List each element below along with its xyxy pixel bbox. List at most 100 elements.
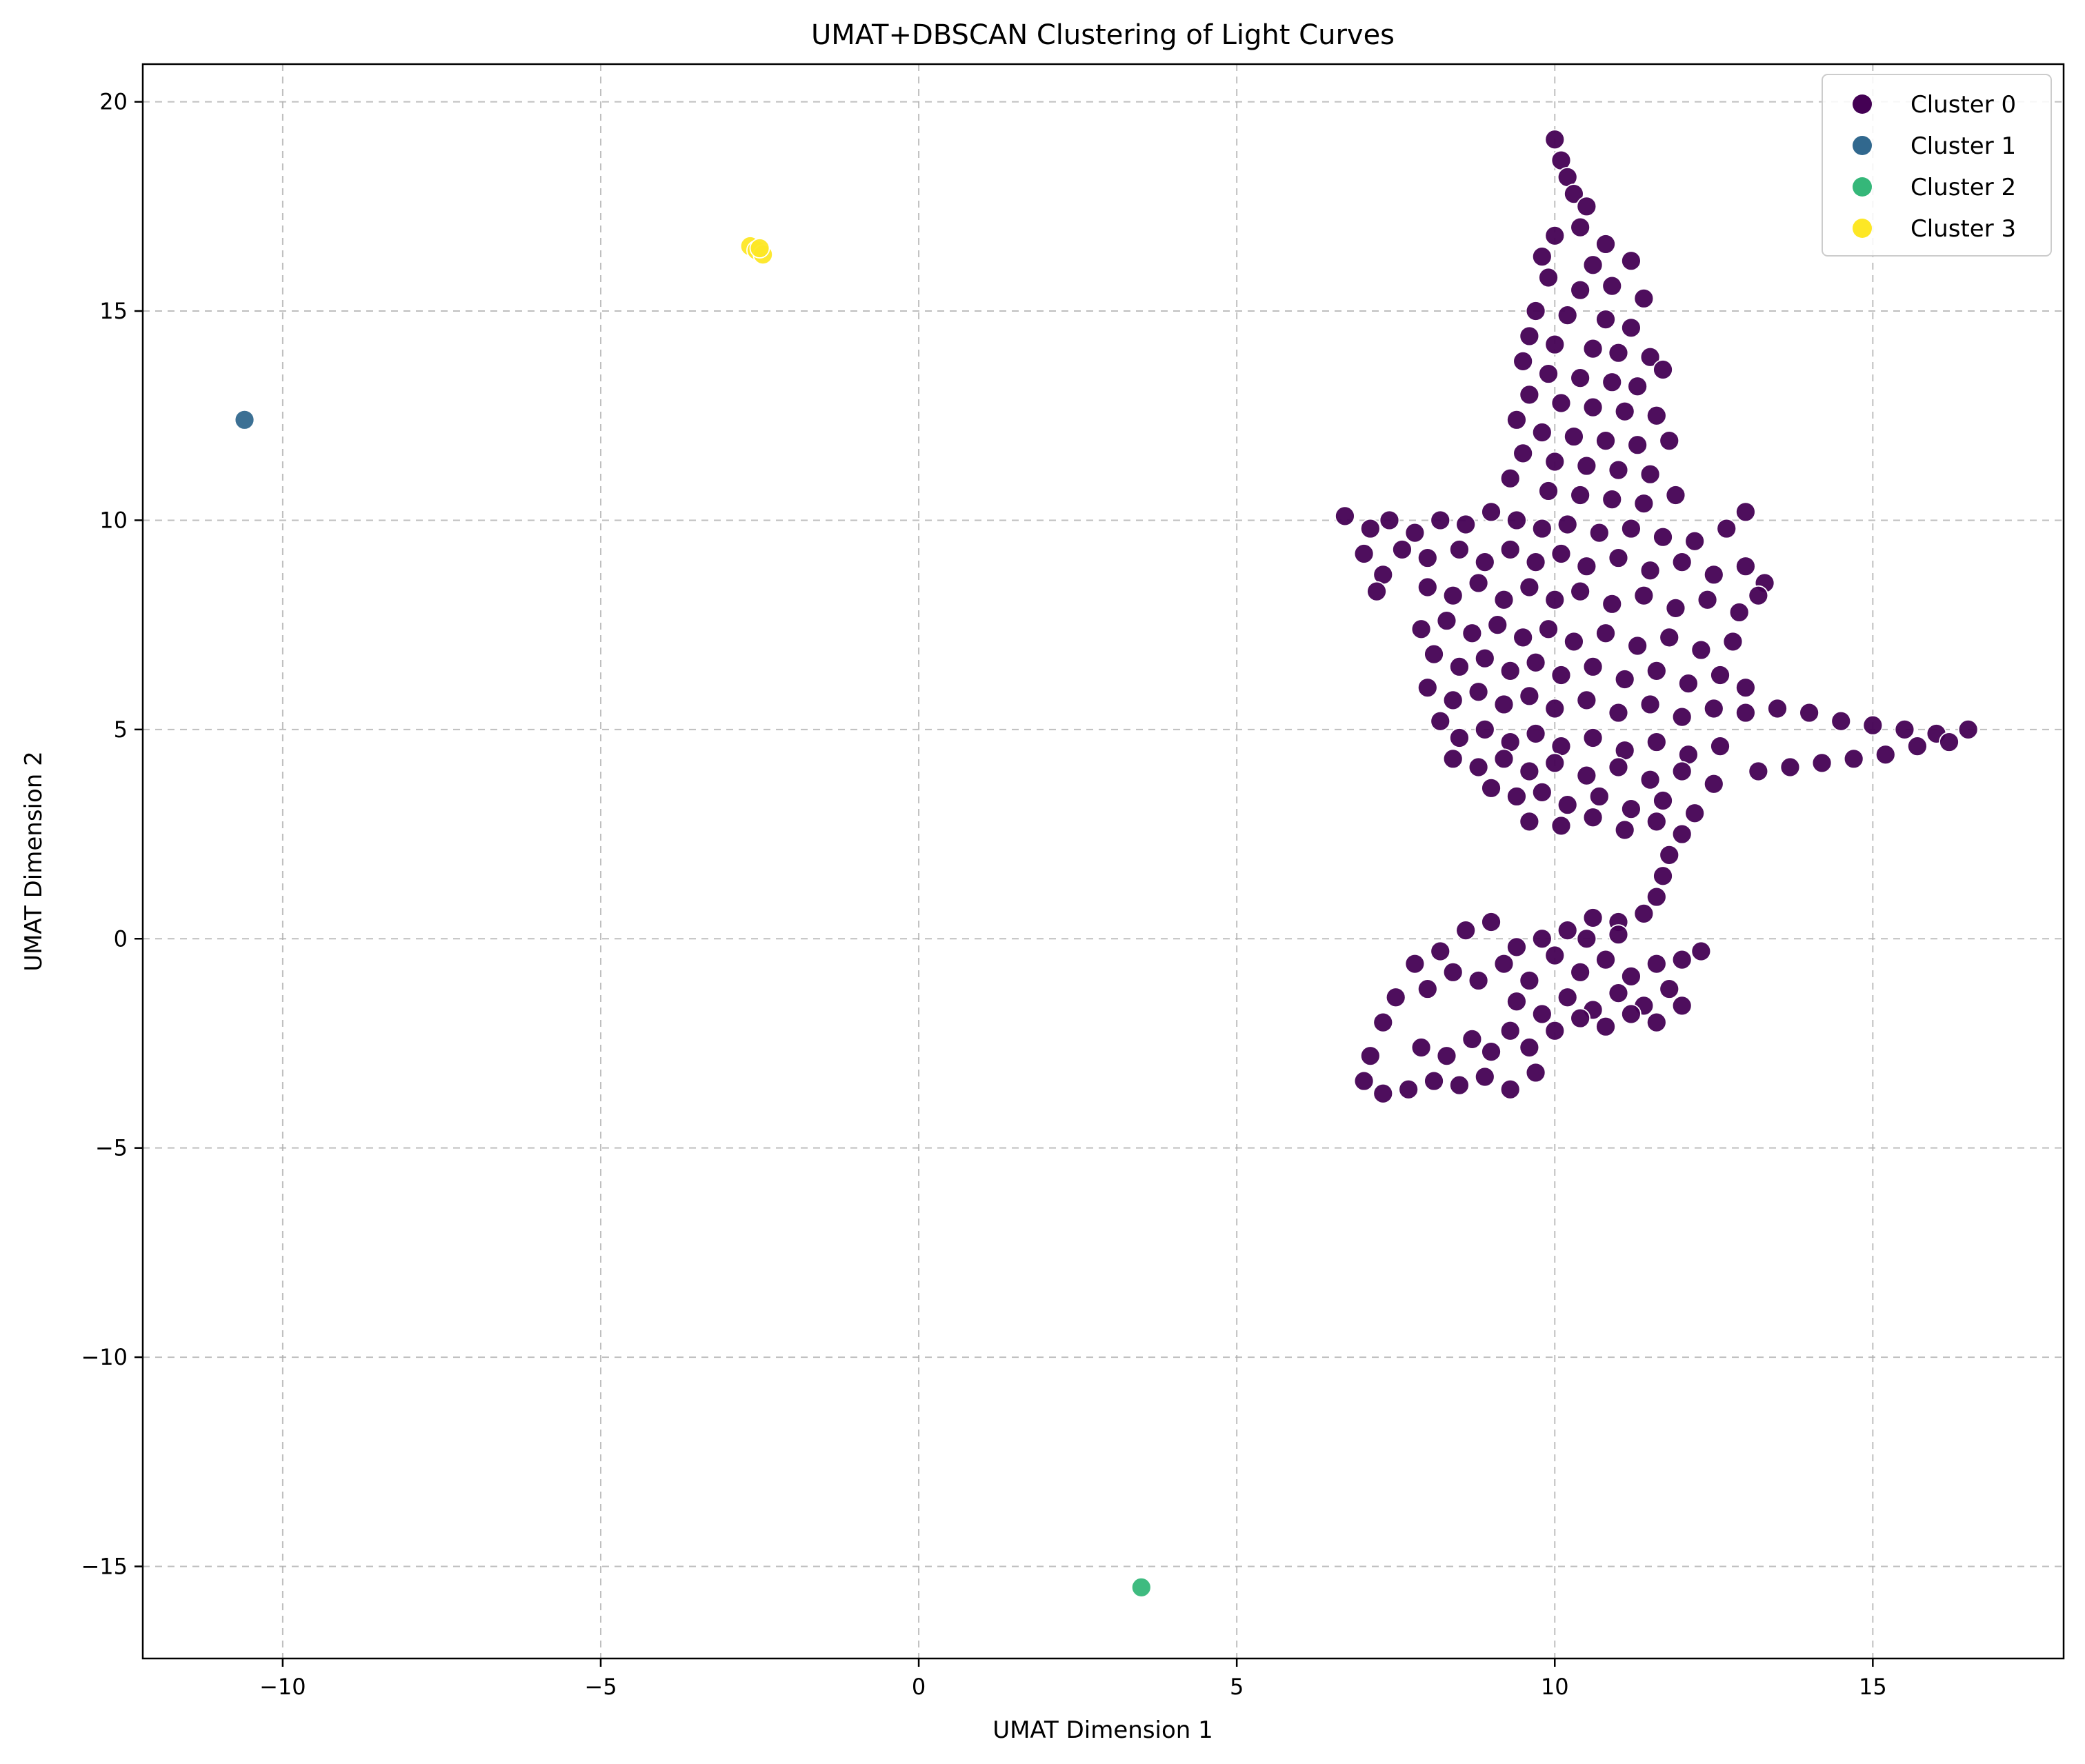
data-point	[1748, 585, 1769, 606]
data-point	[1474, 719, 1495, 740]
data-point	[1595, 1016, 1616, 1037]
data-point	[1639, 560, 1661, 581]
data-point	[1544, 225, 1566, 246]
data-point	[1690, 941, 1712, 962]
data-point	[1379, 510, 1400, 531]
data-point	[1799, 702, 1820, 723]
data-point	[1430, 710, 1451, 732]
data-point	[1639, 694, 1661, 715]
data-point	[1639, 769, 1661, 790]
data-point	[1646, 1012, 1667, 1033]
data-point	[1608, 548, 1629, 568]
data-point	[1570, 279, 1591, 301]
data-point	[1436, 610, 1457, 631]
data-point	[1703, 698, 1724, 719]
data-point	[1531, 422, 1553, 443]
legend-marker-cluster-0	[1853, 94, 1872, 114]
data-point	[1557, 987, 1578, 1008]
data-point	[1653, 526, 1673, 548]
data-point	[1875, 744, 1896, 765]
data-point	[1442, 748, 1464, 770]
x-tick-label: 0	[912, 1674, 926, 1700]
data-point	[1602, 593, 1623, 614]
data-point	[1862, 714, 1884, 736]
data-point	[1410, 1037, 1432, 1058]
data-point	[1493, 953, 1515, 974]
data-point	[1462, 623, 1483, 644]
data-point	[1608, 756, 1629, 778]
data-point	[1703, 773, 1724, 794]
data-point	[1550, 815, 1572, 836]
data-point	[1519, 811, 1540, 832]
data-point	[1582, 254, 1604, 276]
legend-label-cluster-1: Cluster 1	[1911, 132, 2016, 160]
data-point	[1544, 752, 1566, 774]
data-point	[1646, 405, 1667, 426]
data-point	[1525, 1062, 1546, 1083]
data-point	[1614, 819, 1635, 841]
data-point	[234, 409, 255, 430]
data-point	[1735, 702, 1756, 723]
data-point	[1385, 987, 1406, 1008]
data-point	[1716, 518, 1737, 539]
data-point	[1455, 514, 1477, 535]
data-point	[1474, 1066, 1495, 1088]
data-point	[1570, 485, 1591, 505]
data-point	[1582, 397, 1604, 418]
data-point	[1602, 372, 1623, 393]
data-point	[1621, 250, 1642, 272]
legend-label-cluster-0: Cluster 0	[1911, 91, 2016, 119]
data-point	[1538, 267, 1559, 288]
data-point	[1576, 196, 1597, 217]
data-point	[1576, 455, 1597, 477]
data-point	[1690, 639, 1712, 661]
y-tick-label: 0	[114, 925, 128, 952]
series-cluster-3	[739, 236, 774, 265]
data-point	[1442, 585, 1464, 606]
data-point	[1671, 552, 1693, 573]
data-point	[1671, 761, 1693, 782]
data-point	[1710, 736, 1730, 757]
data-point	[1602, 275, 1623, 297]
data-point	[1671, 706, 1693, 728]
x-tick-label: 15	[1859, 1674, 1887, 1700]
data-point	[1481, 1041, 1502, 1063]
data-point	[1359, 518, 1381, 539]
data-point	[1481, 912, 1502, 932]
data-point	[1531, 518, 1553, 539]
data-point	[1538, 619, 1559, 640]
data-point	[1646, 886, 1667, 908]
data-point	[1442, 690, 1464, 711]
data-point	[1894, 719, 1915, 740]
y-tick-label: −15	[81, 1553, 128, 1579]
data-point	[1659, 979, 1680, 999]
data-point	[1550, 392, 1572, 414]
data-point	[1608, 924, 1629, 945]
data-point	[1621, 1003, 1642, 1025]
legend-marker-cluster-1	[1853, 136, 1872, 155]
data-point	[1410, 619, 1432, 640]
data-point	[1557, 514, 1578, 535]
data-point	[1544, 129, 1566, 150]
data-point	[1608, 983, 1629, 1004]
data-point	[1499, 468, 1521, 489]
data-point	[1499, 660, 1521, 681]
data-point	[1659, 430, 1680, 452]
data-point	[1404, 953, 1426, 974]
grid	[143, 64, 2064, 1658]
data-point	[1474, 648, 1495, 669]
data-point	[1468, 681, 1489, 703]
data-point	[1614, 669, 1635, 690]
data-point	[1671, 995, 1693, 1016]
data-point	[1557, 920, 1578, 941]
data-point	[1449, 656, 1470, 677]
data-point	[1462, 1029, 1483, 1050]
y-tick-label: 15	[99, 298, 128, 324]
data-point	[1481, 501, 1502, 523]
data-point	[1373, 1083, 1394, 1104]
data-point	[1646, 660, 1667, 681]
data-point	[1519, 761, 1540, 782]
data-point	[1633, 288, 1655, 309]
y-tick-label: −10	[81, 1344, 128, 1370]
